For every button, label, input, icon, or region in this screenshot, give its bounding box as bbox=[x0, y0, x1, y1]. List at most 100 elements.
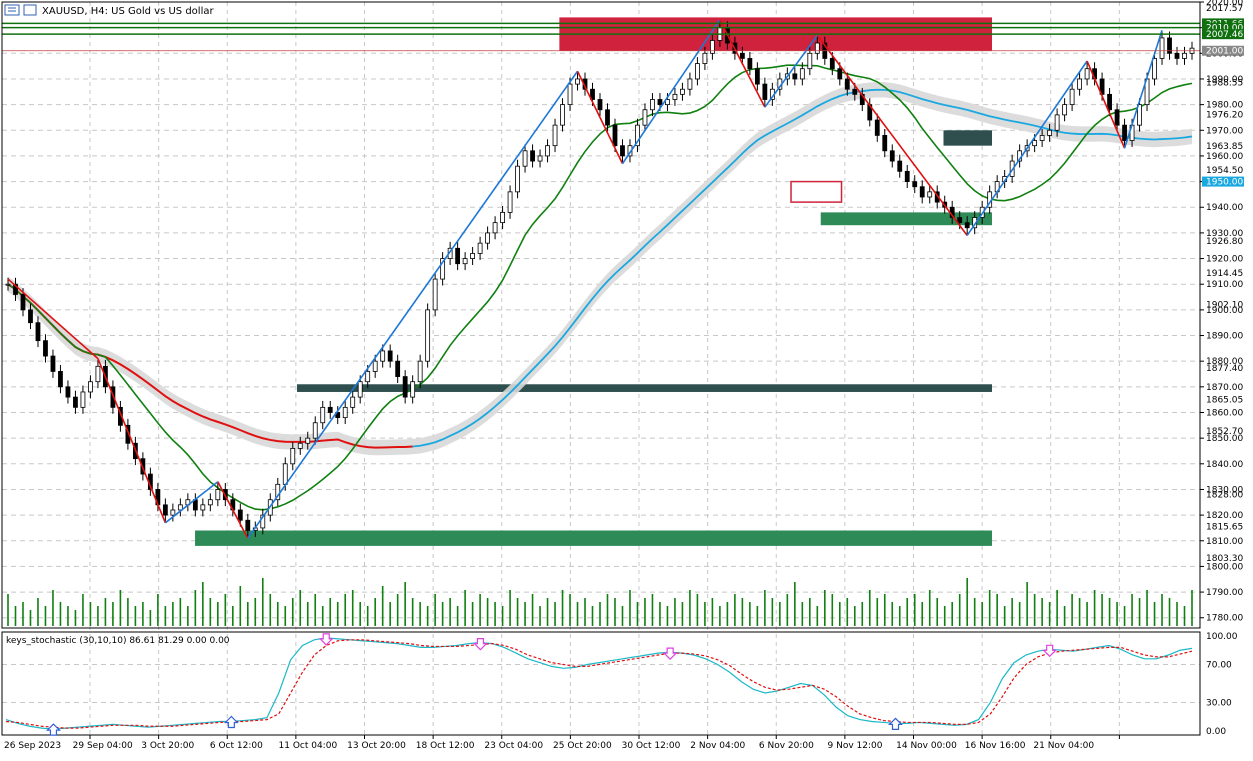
x-tick-label: 14 Nov 00:00 bbox=[896, 741, 957, 751]
volume-bar bbox=[7, 594, 9, 626]
chart-type-icon[interactable] bbox=[23, 4, 37, 16]
volume-bar bbox=[1078, 598, 1081, 626]
volume-bar bbox=[614, 598, 616, 626]
candle-bull bbox=[567, 83, 573, 106]
volume-bar bbox=[74, 610, 77, 626]
volume-bar bbox=[381, 586, 384, 626]
candle-bull bbox=[545, 145, 550, 157]
volume-bar bbox=[898, 606, 901, 626]
volume-bar bbox=[456, 606, 459, 626]
volume-bar bbox=[396, 594, 399, 626]
x-tick-label: 6 Oct 12:00 bbox=[210, 741, 263, 751]
volume-bar bbox=[359, 602, 362, 626]
y-tick-label: 1870.00 bbox=[1206, 383, 1243, 393]
candle-bull bbox=[440, 258, 446, 280]
volume-bar bbox=[261, 578, 264, 626]
x-tick-label: 26 Sep 2023 bbox=[4, 741, 61, 751]
candle-bull bbox=[5, 283, 11, 286]
candle-bull bbox=[312, 422, 318, 439]
candle-bull bbox=[1159, 37, 1165, 59]
candle-bear bbox=[1122, 124, 1127, 141]
volume-bar bbox=[1003, 606, 1006, 626]
stoch-signal-line bbox=[5, 639, 1193, 729]
y-tick-label: 1970.00 bbox=[1206, 126, 1243, 136]
y-tick-label: 1900.00 bbox=[1206, 306, 1243, 316]
candle-bear bbox=[455, 247, 461, 265]
volume-bar bbox=[576, 602, 579, 626]
volume-bar bbox=[853, 606, 856, 626]
volume-bar bbox=[329, 598, 332, 626]
chart-header: XAUUSD, H4: US Gold vs US dollar bbox=[4, 4, 214, 17]
volume-bar bbox=[921, 602, 924, 626]
x-tick-label: 18 Oct 12:00 bbox=[416, 741, 475, 751]
volume-bar bbox=[524, 602, 526, 626]
y-tick-label: 1830.00 bbox=[1206, 485, 1243, 495]
x-tick-label: 6 Nov 20:00 bbox=[759, 741, 814, 751]
volume-bar bbox=[936, 598, 939, 626]
candle-bear bbox=[1114, 109, 1120, 126]
volume-bar bbox=[1131, 594, 1133, 626]
candle-bear bbox=[912, 181, 918, 188]
y-tick-label: 1840.00 bbox=[1206, 460, 1243, 470]
y-tick-label: 1960.00 bbox=[1206, 152, 1243, 162]
volume-bar bbox=[1116, 602, 1118, 626]
candle-bear bbox=[1174, 52, 1180, 59]
candle-bull bbox=[1137, 104, 1142, 126]
zigzag-up-segment bbox=[764, 34, 818, 108]
volume-bar bbox=[112, 602, 114, 626]
price-panel-border bbox=[1, 1, 1201, 629]
price-tag-box bbox=[1202, 45, 1244, 56]
candle-bull bbox=[425, 309, 431, 362]
volume-bar bbox=[846, 598, 849, 626]
candle-bull bbox=[650, 99, 655, 111]
volume-bar bbox=[404, 582, 406, 626]
zigzag-down-segment bbox=[7, 278, 99, 360]
candle-bull bbox=[560, 104, 565, 126]
volume-bar bbox=[1026, 582, 1028, 626]
y-minor-label: 1926.80 bbox=[1206, 237, 1243, 247]
candle-bull bbox=[350, 396, 356, 408]
candle-bull bbox=[365, 371, 371, 383]
volume-bar bbox=[306, 602, 309, 626]
volume-bar bbox=[546, 598, 549, 626]
volume-bar bbox=[59, 602, 62, 626]
candle-bull bbox=[1084, 68, 1090, 80]
candle-bear bbox=[20, 294, 26, 311]
volume-bar bbox=[314, 594, 317, 626]
volume-bar bbox=[501, 606, 504, 626]
candle-bull bbox=[462, 258, 468, 265]
symbol-menu-icon[interactable] bbox=[4, 4, 20, 16]
candle-bear bbox=[35, 322, 41, 342]
arrow-down-icon bbox=[472, 638, 488, 651]
candle-bear bbox=[612, 124, 618, 147]
stoch-y-label: 30.00 bbox=[1206, 699, 1232, 709]
zone-dark-upper bbox=[943, 130, 992, 146]
volume-bar bbox=[1191, 590, 1193, 626]
candle-bull bbox=[305, 437, 311, 444]
volume-bar bbox=[509, 590, 511, 626]
volume-bar bbox=[426, 606, 429, 626]
volume-bar bbox=[97, 606, 99, 626]
volume-bar bbox=[883, 594, 886, 626]
candle-bull bbox=[665, 99, 670, 106]
volume-bar bbox=[321, 606, 324, 626]
volume-bar bbox=[696, 594, 699, 626]
volume-bar bbox=[299, 590, 302, 626]
volume-bar bbox=[179, 598, 182, 626]
candle-bear bbox=[1107, 93, 1112, 111]
y-minor-label: 1954.50 bbox=[1206, 166, 1243, 176]
volume-bar bbox=[801, 602, 804, 626]
candle-bull bbox=[290, 448, 296, 465]
price-tag-box bbox=[1202, 22, 1244, 33]
y-tick-label: 1850.00 bbox=[1206, 434, 1243, 444]
arrow-up-icon bbox=[223, 715, 239, 729]
candle-bull bbox=[702, 52, 708, 64]
candle-bear bbox=[747, 58, 753, 70]
volume-bar bbox=[554, 602, 556, 626]
y-tick-label: 1940.00 bbox=[1206, 203, 1243, 213]
y-tick-label: 1820.00 bbox=[1206, 511, 1243, 521]
y-tick-label: 2020.00 bbox=[1206, 0, 1243, 8]
y-minor-label: 1963.85 bbox=[1206, 142, 1243, 152]
